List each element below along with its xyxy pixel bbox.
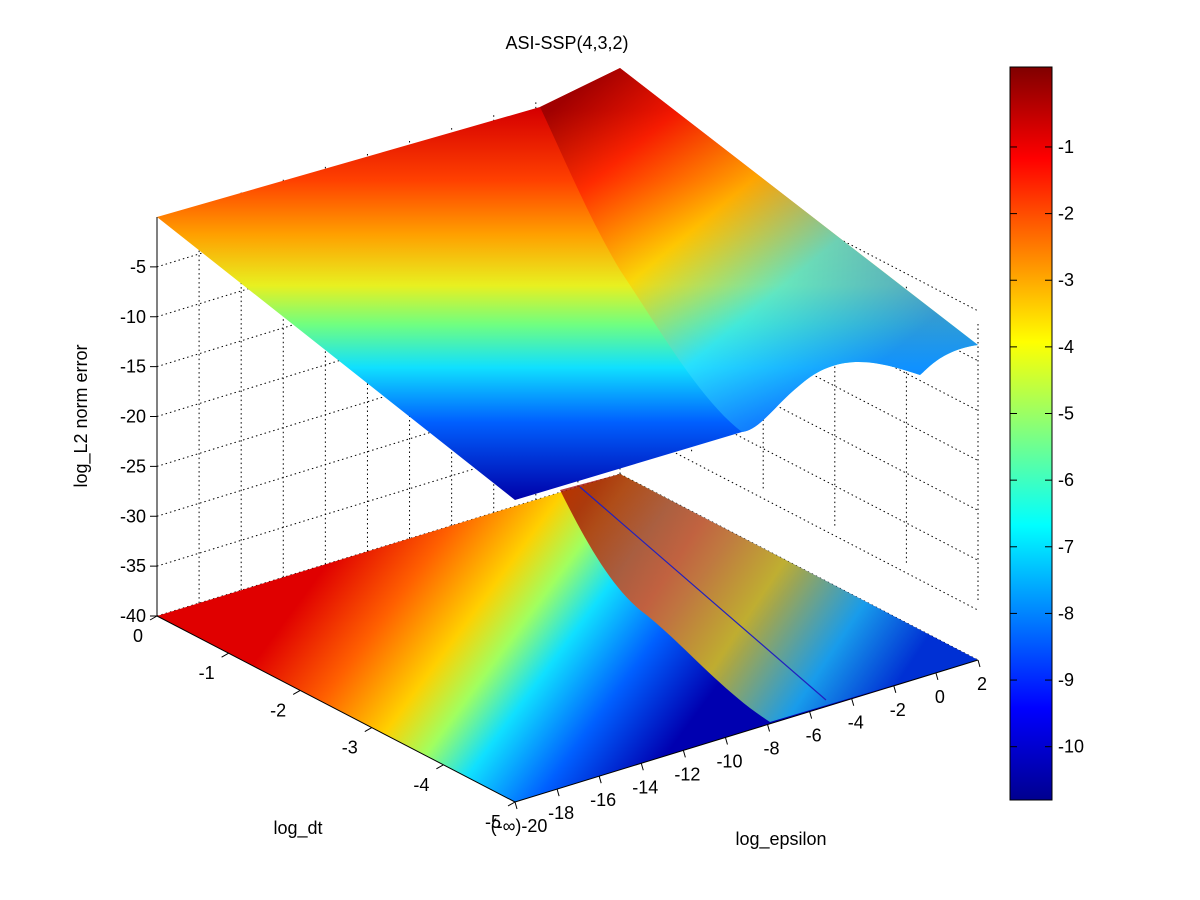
z-tick-label: -30	[120, 506, 146, 526]
x-tick-mark	[598, 776, 602, 784]
y-tick-label: -1	[199, 663, 215, 683]
z-tick-label: -5	[130, 257, 146, 277]
y-tick-label: -5	[485, 812, 501, 832]
x-tick-mark	[977, 659, 981, 668]
x-tick-group: (-∞)-20-18 -16 -14 -12 -10 -8 -6 -4 -2 0 2	[491, 659, 987, 836]
x-tick-mark	[724, 737, 728, 745]
y-tick-mark	[436, 764, 444, 770]
upper-surface	[157, 68, 978, 500]
x-axis	[514, 659, 979, 803]
x-tick-label: -16	[590, 790, 616, 810]
colorbar: -1 -2 -3 -4 -5 -6 -7 -8 -9 -10	[1009, 66, 1084, 801]
colorbar-tick-label: -6	[1058, 470, 1074, 490]
colorbar-tick-group: -1 -2 -3 -4 -5 -6 -7 -8 -9 -10	[1010, 137, 1084, 757]
y-tick-mark	[364, 727, 373, 733]
y-axis-label: log_dt	[273, 818, 322, 839]
z-tick-label: -40	[120, 606, 146, 626]
x-tick-label: -10	[716, 751, 742, 771]
x-tick-mark	[893, 685, 897, 693]
x-tick-label: -14	[632, 777, 658, 797]
x-tick-mark	[514, 801, 518, 810]
y-tick-label: -4	[413, 775, 429, 795]
colorbar-tick-label: -5	[1058, 404, 1074, 424]
z-tick-label: -15	[120, 357, 146, 377]
z-tick-label: -20	[120, 407, 146, 427]
x-tick-label: -12	[674, 764, 700, 784]
x-tick-label: -4	[848, 713, 864, 733]
x-tick-label: -18	[548, 803, 574, 823]
x-tick-label: -6	[806, 726, 822, 746]
z-tick-label: -35	[120, 556, 146, 576]
x-tick-mark	[640, 763, 644, 771]
colorbar-tick-label: -8	[1058, 603, 1074, 623]
x-axis-label: log_epsilon	[735, 829, 826, 850]
y-tick-label: -3	[342, 738, 358, 758]
z-axis-label: log_L2 norm error	[71, 344, 92, 487]
y-tick-mark	[507, 801, 516, 807]
z-tick-group: -5 -10 -15 -20 -25 -30 -35 -40	[120, 257, 157, 626]
chart-title: ASI-SSP(4,3,2)	[505, 33, 628, 53]
colorbar-tick-label: -9	[1058, 670, 1074, 690]
colorbar-gradient	[1009, 66, 1053, 801]
colorbar-tick-label: -4	[1058, 337, 1074, 357]
y-tick-mark	[221, 652, 229, 658]
x-tick-label: 2	[977, 674, 987, 694]
x-tick-mark	[809, 711, 813, 719]
z-tick-label: -25	[120, 456, 146, 476]
colorbar-tick-label: -10	[1058, 737, 1084, 757]
colorbar-tick-label: -3	[1058, 270, 1074, 290]
y-axis	[156, 615, 516, 803]
z-tick-label: -10	[120, 307, 146, 327]
colorbar-tick-label: -1	[1058, 137, 1074, 157]
x-tick-label: -8	[764, 739, 780, 759]
x-tick-label: -2	[890, 700, 906, 720]
colorbar-tick-label: -2	[1058, 204, 1074, 224]
x-tick-mark	[682, 750, 686, 758]
y-tick-mark	[292, 689, 301, 695]
x-tick-label: 0	[935, 687, 945, 707]
x-tick-mark	[556, 788, 560, 797]
x-tick-mark	[851, 698, 855, 706]
x-tick-mark	[767, 724, 771, 732]
y-tick-group: 0 -1 -2 -3 -4 -5	[133, 615, 516, 832]
x-tick-label: (-∞)-20	[491, 816, 548, 836]
y-tick-label: -2	[270, 700, 286, 720]
lower-surface	[157, 474, 978, 802]
x-tick-mark	[935, 672, 939, 681]
y-tick-mark	[149, 615, 158, 621]
y-tick-label: 0	[133, 626, 143, 646]
colorbar-tick-label: -7	[1058, 537, 1074, 557]
